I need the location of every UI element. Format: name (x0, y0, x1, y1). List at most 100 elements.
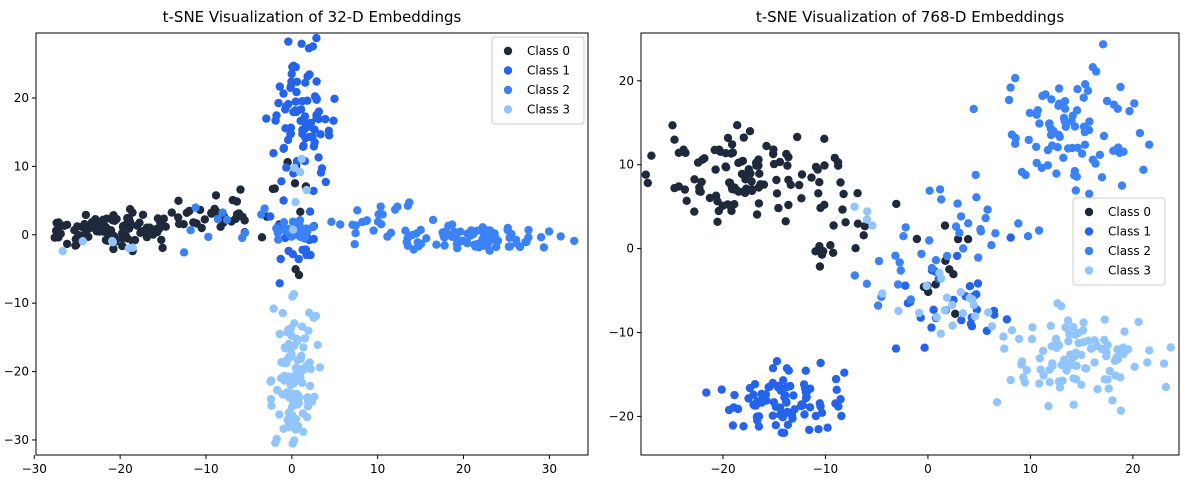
point-class-1 (768, 364, 778, 373)
point-class-2 (1014, 219, 1023, 228)
legend-box (491, 36, 585, 125)
point-class-3 (289, 341, 299, 351)
point-class-1 (312, 110, 321, 120)
point-class-2 (937, 195, 946, 204)
point-class-0 (159, 214, 168, 223)
point-class-3 (304, 308, 314, 317)
point-class-1 (816, 358, 825, 368)
point-class-2 (440, 241, 449, 250)
point-class-2 (386, 228, 396, 237)
point-class-1 (316, 168, 326, 177)
point-class-3 (1081, 364, 1091, 373)
point-class-0 (118, 223, 128, 232)
point-class-0 (101, 222, 110, 232)
point-class-0 (860, 222, 870, 231)
point-class-2 (279, 218, 289, 227)
point-class-2 (218, 208, 227, 217)
point-class-1 (772, 357, 782, 366)
point-class-0 (118, 241, 127, 251)
point-class-1 (783, 420, 793, 429)
point-class-2 (1025, 108, 1035, 118)
point-class-0 (813, 165, 822, 174)
point-class-0 (207, 209, 216, 218)
point-class-3 (1055, 383, 1065, 392)
point-class-1 (1002, 315, 1012, 324)
point-class-3 (283, 415, 292, 425)
point-class-3 (1057, 302, 1066, 311)
point-class-0 (783, 161, 792, 170)
point-class-3 (300, 334, 310, 343)
point-class-3 (1071, 330, 1080, 339)
point-class-3 (1113, 345, 1122, 354)
point-class-2 (1052, 169, 1061, 178)
point-class-0 (157, 235, 166, 245)
point-class-1 (749, 390, 758, 399)
point-class-3 (1052, 338, 1061, 347)
point-class-2 (524, 225, 533, 235)
point-class-1 (287, 69, 296, 79)
point-class-2 (1072, 106, 1082, 115)
point-class-2 (1032, 158, 1041, 168)
point-class-2 (917, 249, 926, 259)
point-class-0 (784, 200, 793, 210)
point-class-2 (428, 215, 438, 225)
point-class-0 (769, 159, 779, 169)
point-class-2 (873, 301, 883, 310)
point-class-0 (797, 194, 806, 203)
point-class-0 (733, 121, 742, 130)
point-class-2 (1046, 130, 1056, 140)
point-class-2 (1085, 189, 1094, 198)
point-class-3 (1065, 329, 1074, 339)
point-class-2 (413, 238, 422, 247)
point-class-0 (815, 178, 824, 187)
point-class-2 (296, 232, 306, 242)
point-class-2 (850, 271, 859, 280)
point-class-1 (796, 401, 806, 411)
point-class-2 (1060, 104, 1070, 114)
point-class-2 (362, 216, 372, 225)
legend-label: Class 3 (1108, 264, 1151, 278)
point-class-2 (862, 279, 872, 288)
point-class-3 (1068, 351, 1077, 360)
point-class-3 (302, 413, 312, 422)
point-class-3 (1145, 346, 1154, 355)
point-class-2 (1067, 117, 1076, 126)
point-class-0 (716, 147, 725, 156)
point-class-0 (784, 152, 793, 162)
y-tick-label: −30 (4, 433, 29, 447)
point-class-0 (795, 180, 804, 190)
point-class-0 (820, 134, 829, 143)
point-class-1 (281, 124, 290, 133)
legend-marker (1084, 246, 1094, 256)
point-class-0 (693, 158, 703, 167)
point-class-1 (299, 141, 308, 150)
point-class-1 (789, 391, 798, 400)
y-tick-label: −20 (609, 409, 634, 423)
y-tick-label: 0 (626, 242, 634, 256)
point-class-1 (717, 385, 726, 394)
point-class-1 (891, 344, 901, 353)
point-class-0 (841, 218, 850, 227)
x-tick-label: 0 (924, 462, 932, 476)
point-class-2 (1059, 153, 1068, 162)
point-class-2 (927, 263, 937, 273)
point-class-2 (503, 223, 512, 233)
point-class-0 (797, 170, 807, 179)
point-class-1 (799, 380, 809, 389)
point-class-2 (1047, 95, 1056, 104)
point-class-3 (1000, 344, 1009, 353)
points-768d (641, 40, 1176, 438)
y-tick-label: 10 (14, 159, 29, 173)
point-class-1 (324, 126, 333, 135)
point-class-1 (777, 428, 786, 437)
point-class-0 (670, 183, 679, 193)
point-class-3 (289, 290, 299, 299)
point-class-3 (295, 393, 304, 402)
point-class-0 (185, 206, 194, 216)
point-class-1 (303, 96, 312, 105)
point-class-1 (805, 425, 814, 435)
point-class-2 (492, 242, 501, 252)
subplot-768d: t-SNE Visualization of 768-D Embeddings … (609, 8, 1180, 476)
point-class-3 (267, 401, 276, 410)
point-class-2 (439, 232, 448, 241)
